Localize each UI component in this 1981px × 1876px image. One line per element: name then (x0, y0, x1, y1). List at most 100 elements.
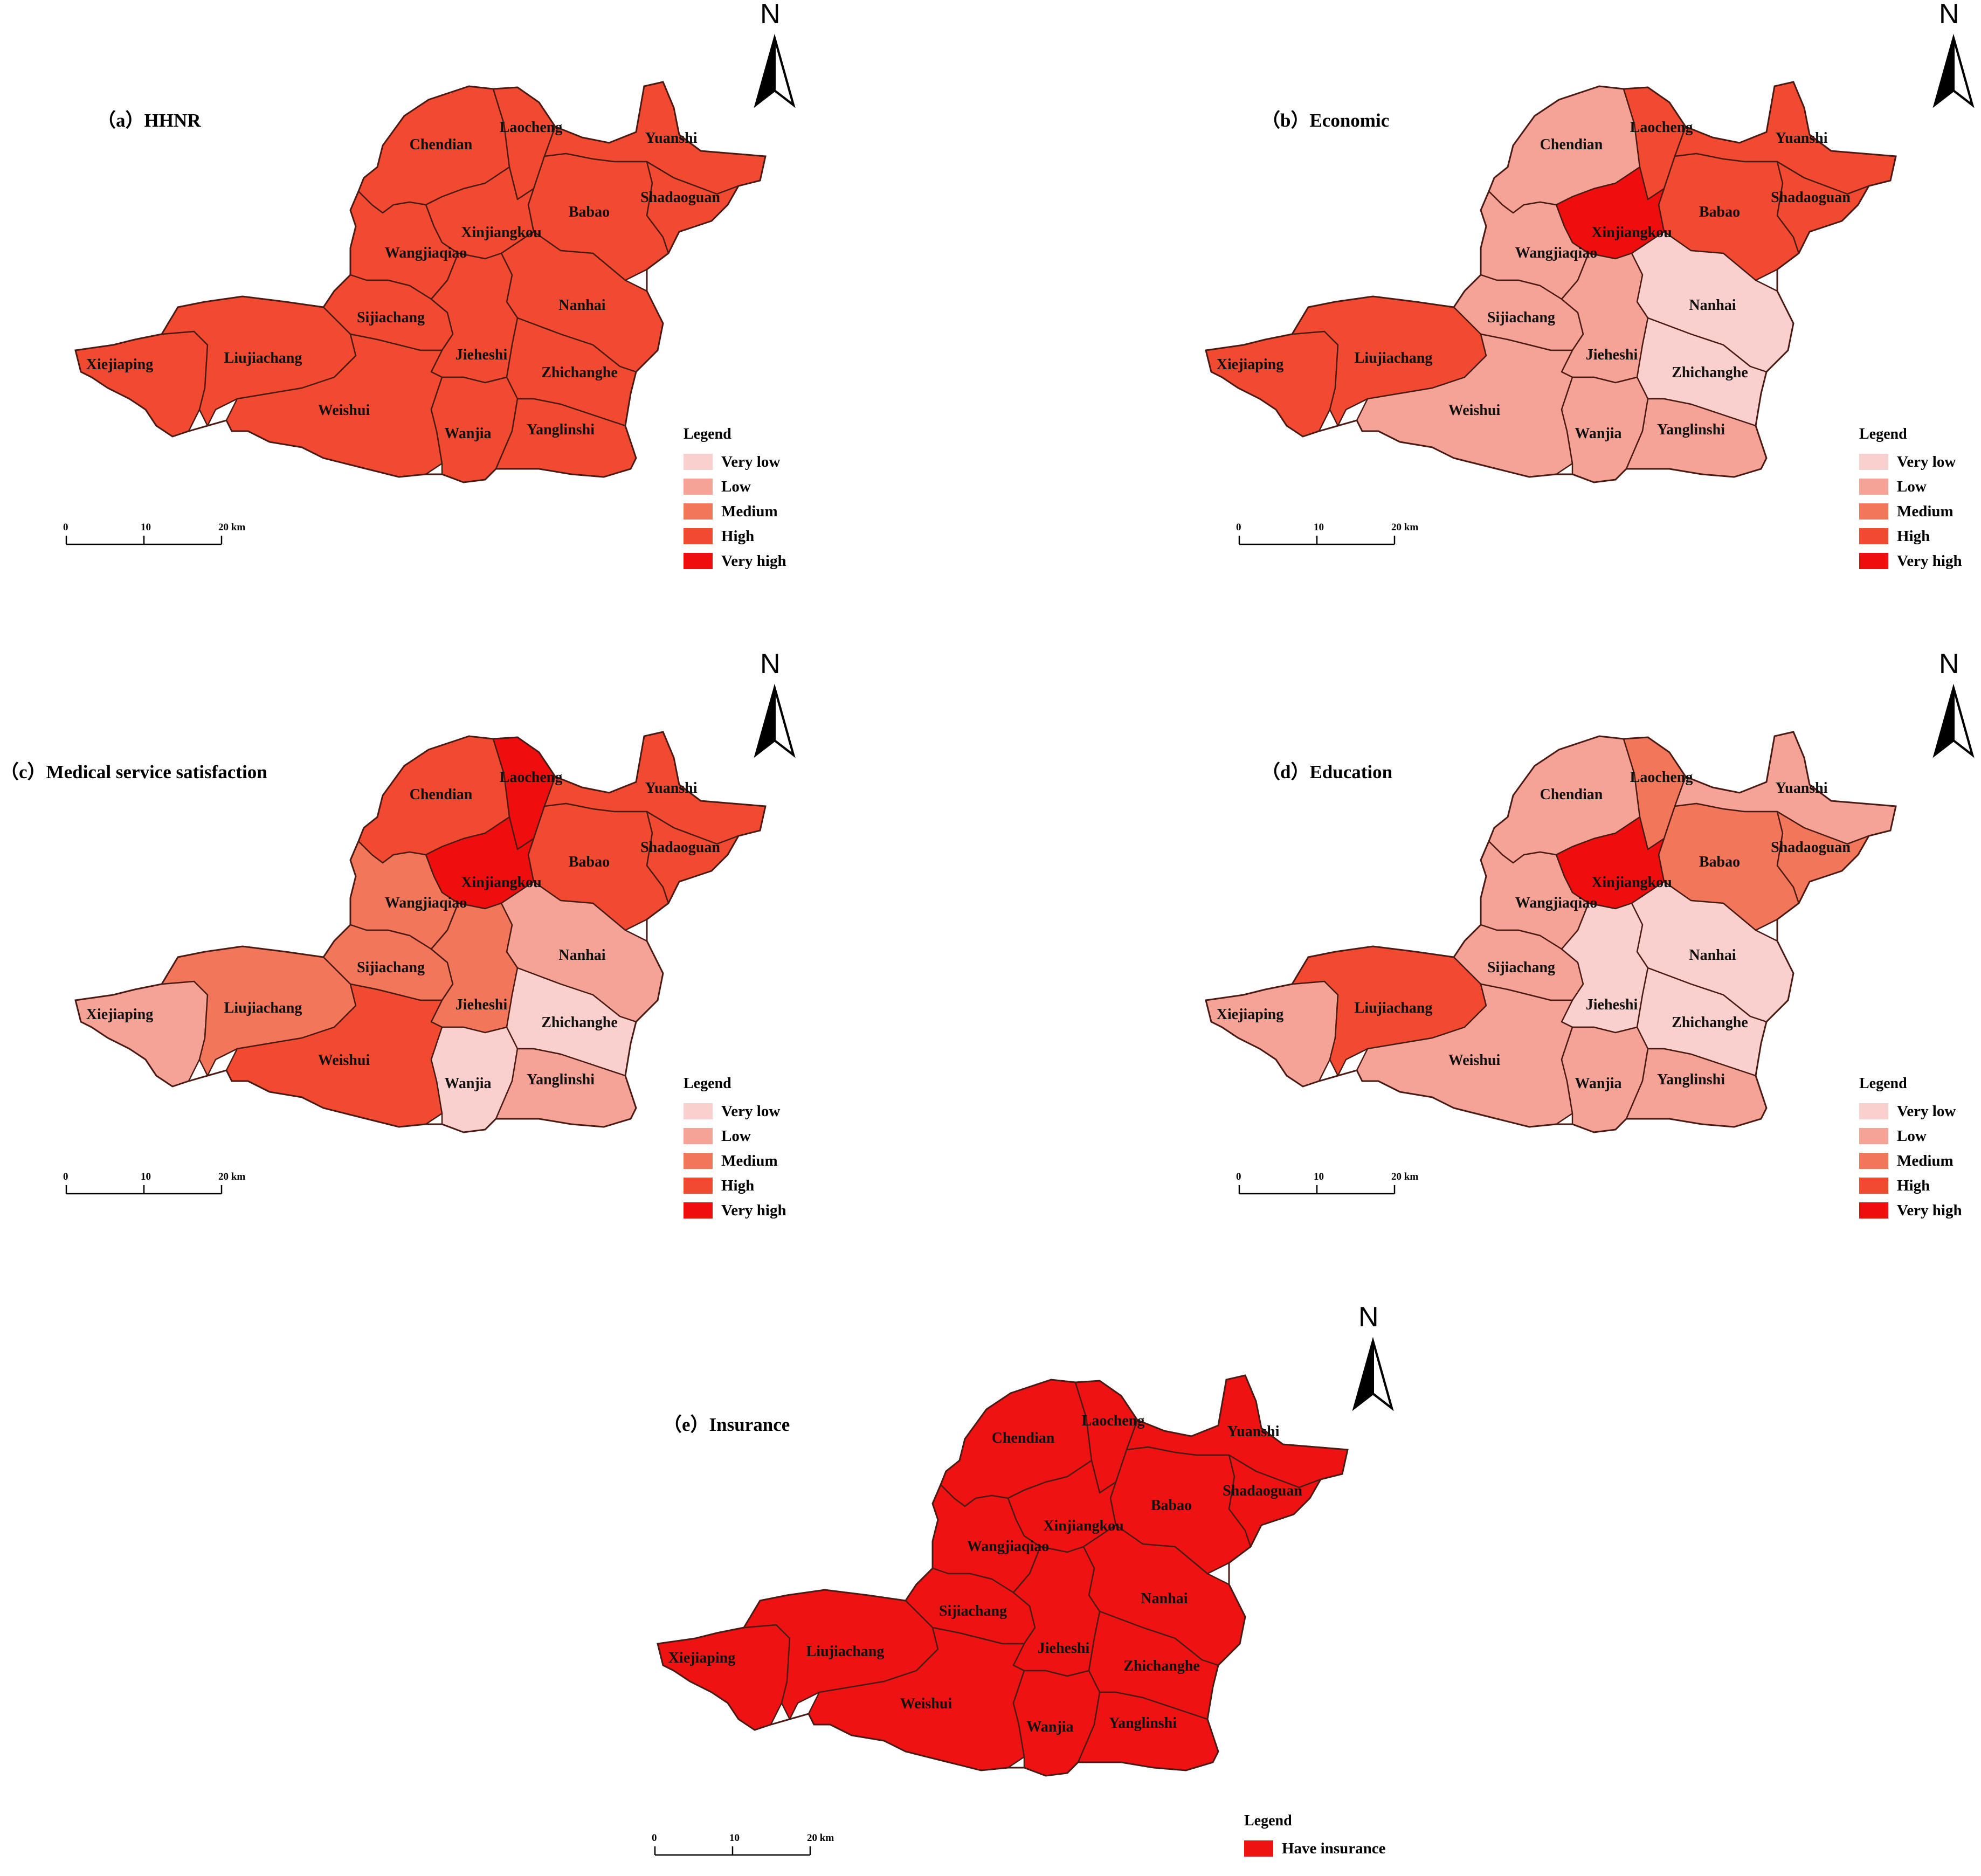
legend-a: Legend Very low Low Medium High Very high (684, 426, 824, 573)
township-label-xinjiangkou: Xinjiangkou (1591, 224, 1672, 241)
legend-item-low: Low (684, 1124, 824, 1148)
north-label: N (760, 0, 781, 30)
legend-swatch (684, 553, 713, 569)
legend-item-medium: Medium (1859, 1148, 1981, 1173)
legend-swatch (684, 1128, 713, 1144)
legend-b: Legend Very low Low Medium High Very high (1859, 426, 1981, 573)
scale-tick-label: 0 (63, 1171, 68, 1182)
scale-bar-a: 0 10 20 km (58, 516, 245, 549)
township-label-xiejiaping: Xiejiaping (668, 1650, 735, 1666)
county-map-a: Chendian Laocheng Yuanshi Babao Shadaoguan Xi… (74, 81, 767, 483)
legend-label: Medium (721, 1152, 778, 1169)
township-label-xiejiaping: Xiejiaping (1217, 356, 1283, 373)
township-label-chendian: Chendian (410, 136, 473, 153)
township-label-weishui: Weishui (1448, 1052, 1501, 1069)
township-label-yanglinshi: Yanglinshi (527, 421, 595, 438)
legend-swatch (1859, 1128, 1888, 1144)
legend-item-very-low: Very low (1859, 449, 1981, 474)
legend-title: Legend (1859, 1075, 1907, 1092)
panel-title-b: （b）Economic (1261, 110, 1390, 131)
township-label-nanhai: Nanhai (558, 297, 605, 314)
township-label-wanjia: Wanjia (1575, 425, 1621, 442)
township-label-liujiachang: Liujiachang (224, 1000, 302, 1016)
scale-tick-label: 20 km (807, 1832, 834, 1844)
legend-swatch (1859, 1202, 1888, 1219)
legend-item-high: High (684, 1173, 824, 1198)
township-label-babao: Babao (569, 854, 610, 870)
township-label-laocheng: Laocheng (1630, 769, 1693, 786)
legend-item-very-high: Very high (1859, 1198, 1981, 1223)
legend-label: Very high (1897, 1201, 1962, 1219)
legend-swatch (1859, 454, 1888, 470)
scale-tick-label: 0 (1236, 522, 1241, 533)
county-outline (1205, 731, 1897, 1133)
township-label-weishui: Weishui (318, 402, 370, 419)
legend-label: Medium (1897, 502, 1954, 520)
legend-label: Very low (1897, 453, 1956, 470)
township-label-sijiachang: Sijiachang (357, 959, 425, 976)
legend-item-very-high: Very high (684, 1198, 824, 1223)
township-label-liujiachang: Liujiachang (806, 1643, 885, 1660)
legend-swatch (1859, 528, 1888, 544)
township-label-wangjiaqiao: Wangjiaqiao (967, 1538, 1049, 1555)
legend-swatch (684, 1202, 713, 1219)
township-label-nanhai: Nanhai (558, 947, 605, 964)
township-label-weishui: Weishui (318, 1052, 370, 1069)
township-label-shadaoguan: Shadaoguan (1771, 839, 1851, 856)
legend-title: Legend (1859, 426, 1907, 442)
legend-swatch (684, 503, 713, 520)
north-arrow-c: N (750, 648, 799, 758)
legend-swatch (684, 1153, 713, 1169)
county-map-e: Chendian Laocheng Yuanshi Babao Shadaoguan Xi… (657, 1374, 1349, 1777)
legend-swatch (684, 479, 713, 495)
legend-label: Low (1897, 1127, 1927, 1145)
scale-tick-label: 0 (1236, 1171, 1241, 1182)
legend-swatch (1859, 1103, 1888, 1119)
north-arrow-b: N (1929, 0, 1978, 108)
township-label-zhichanghe: Zhichanghe (541, 364, 618, 381)
legend-swatch (684, 1103, 713, 1119)
county-outline (657, 1374, 1349, 1777)
township-label-yuanshi: Yuanshi (1775, 130, 1827, 147)
township-label-zhichanghe: Zhichanghe (1123, 1658, 1200, 1674)
township-label-yuanshi: Yuanshi (645, 130, 697, 147)
map-panel-e: Chendian Laocheng Yuanshi Babao Shadaoguan Xi… (593, 1299, 1583, 1876)
legend-title: Legend (684, 426, 731, 442)
township-label-weishui: Weishui (900, 1695, 952, 1712)
map-panel-c: Chendian Laocheng Yuanshi Babao Shadaoguan Xi… (0, 648, 990, 1275)
township-label-nanhai: Nanhai (1141, 1590, 1188, 1607)
township-label-xinjiangkou: Xinjiangkou (1591, 874, 1672, 891)
legend-item-medium: Medium (684, 1148, 824, 1173)
legend-item-medium: Medium (684, 499, 824, 524)
township-label-wanjia: Wanjia (444, 425, 491, 442)
legend-label: Low (721, 477, 751, 495)
county-outline (74, 731, 767, 1133)
scale-bar-d: 0 10 20 km (1231, 1166, 1418, 1198)
scale-bar-b: 0 10 20 km (1231, 516, 1418, 549)
township-label-jieheshi: Jieheshi (455, 347, 508, 363)
township-label-chendian: Chendian (410, 786, 473, 803)
township-label-jieheshi: Jieheshi (455, 996, 508, 1013)
township-label-yanglinshi: Yanglinshi (1109, 1715, 1177, 1732)
legend-swatch (1859, 553, 1888, 569)
township-label-wangjiaqiao: Wangjiaqiao (1515, 895, 1597, 911)
legend-item-very-low: Very low (684, 1099, 824, 1124)
scale-tick-label: 10 (141, 522, 151, 533)
township-label-shadaoguan: Shadaoguan (1771, 189, 1851, 206)
legend-label: High (1897, 527, 1930, 545)
township-label-shadaoguan: Shadaoguan (1223, 1483, 1302, 1499)
township-label-wanjia: Wanjia (1026, 1719, 1073, 1735)
legend-item-high: High (1859, 1173, 1981, 1198)
scale-tick-label: 0 (652, 1832, 657, 1844)
township-label-wanjia: Wanjia (444, 1075, 491, 1092)
legend-item-high: High (1859, 524, 1981, 549)
legend-swatch (1859, 479, 1888, 495)
township-label-nanhai: Nanhai (1689, 297, 1736, 314)
legend-label: Very high (721, 552, 786, 570)
township-label-xinjiangkou: Xinjiangkou (461, 874, 541, 891)
scale-tick-label: 10 (729, 1832, 740, 1844)
legend-label: Medium (721, 502, 778, 520)
map-panel-b: Chendian Laocheng Yuanshi Babao Shadaoguan Xi… (990, 0, 1980, 625)
township-label-wangjiaqiao: Wangjiaqiao (385, 245, 467, 261)
panel-title-e: （e）Insurance (663, 1414, 790, 1435)
